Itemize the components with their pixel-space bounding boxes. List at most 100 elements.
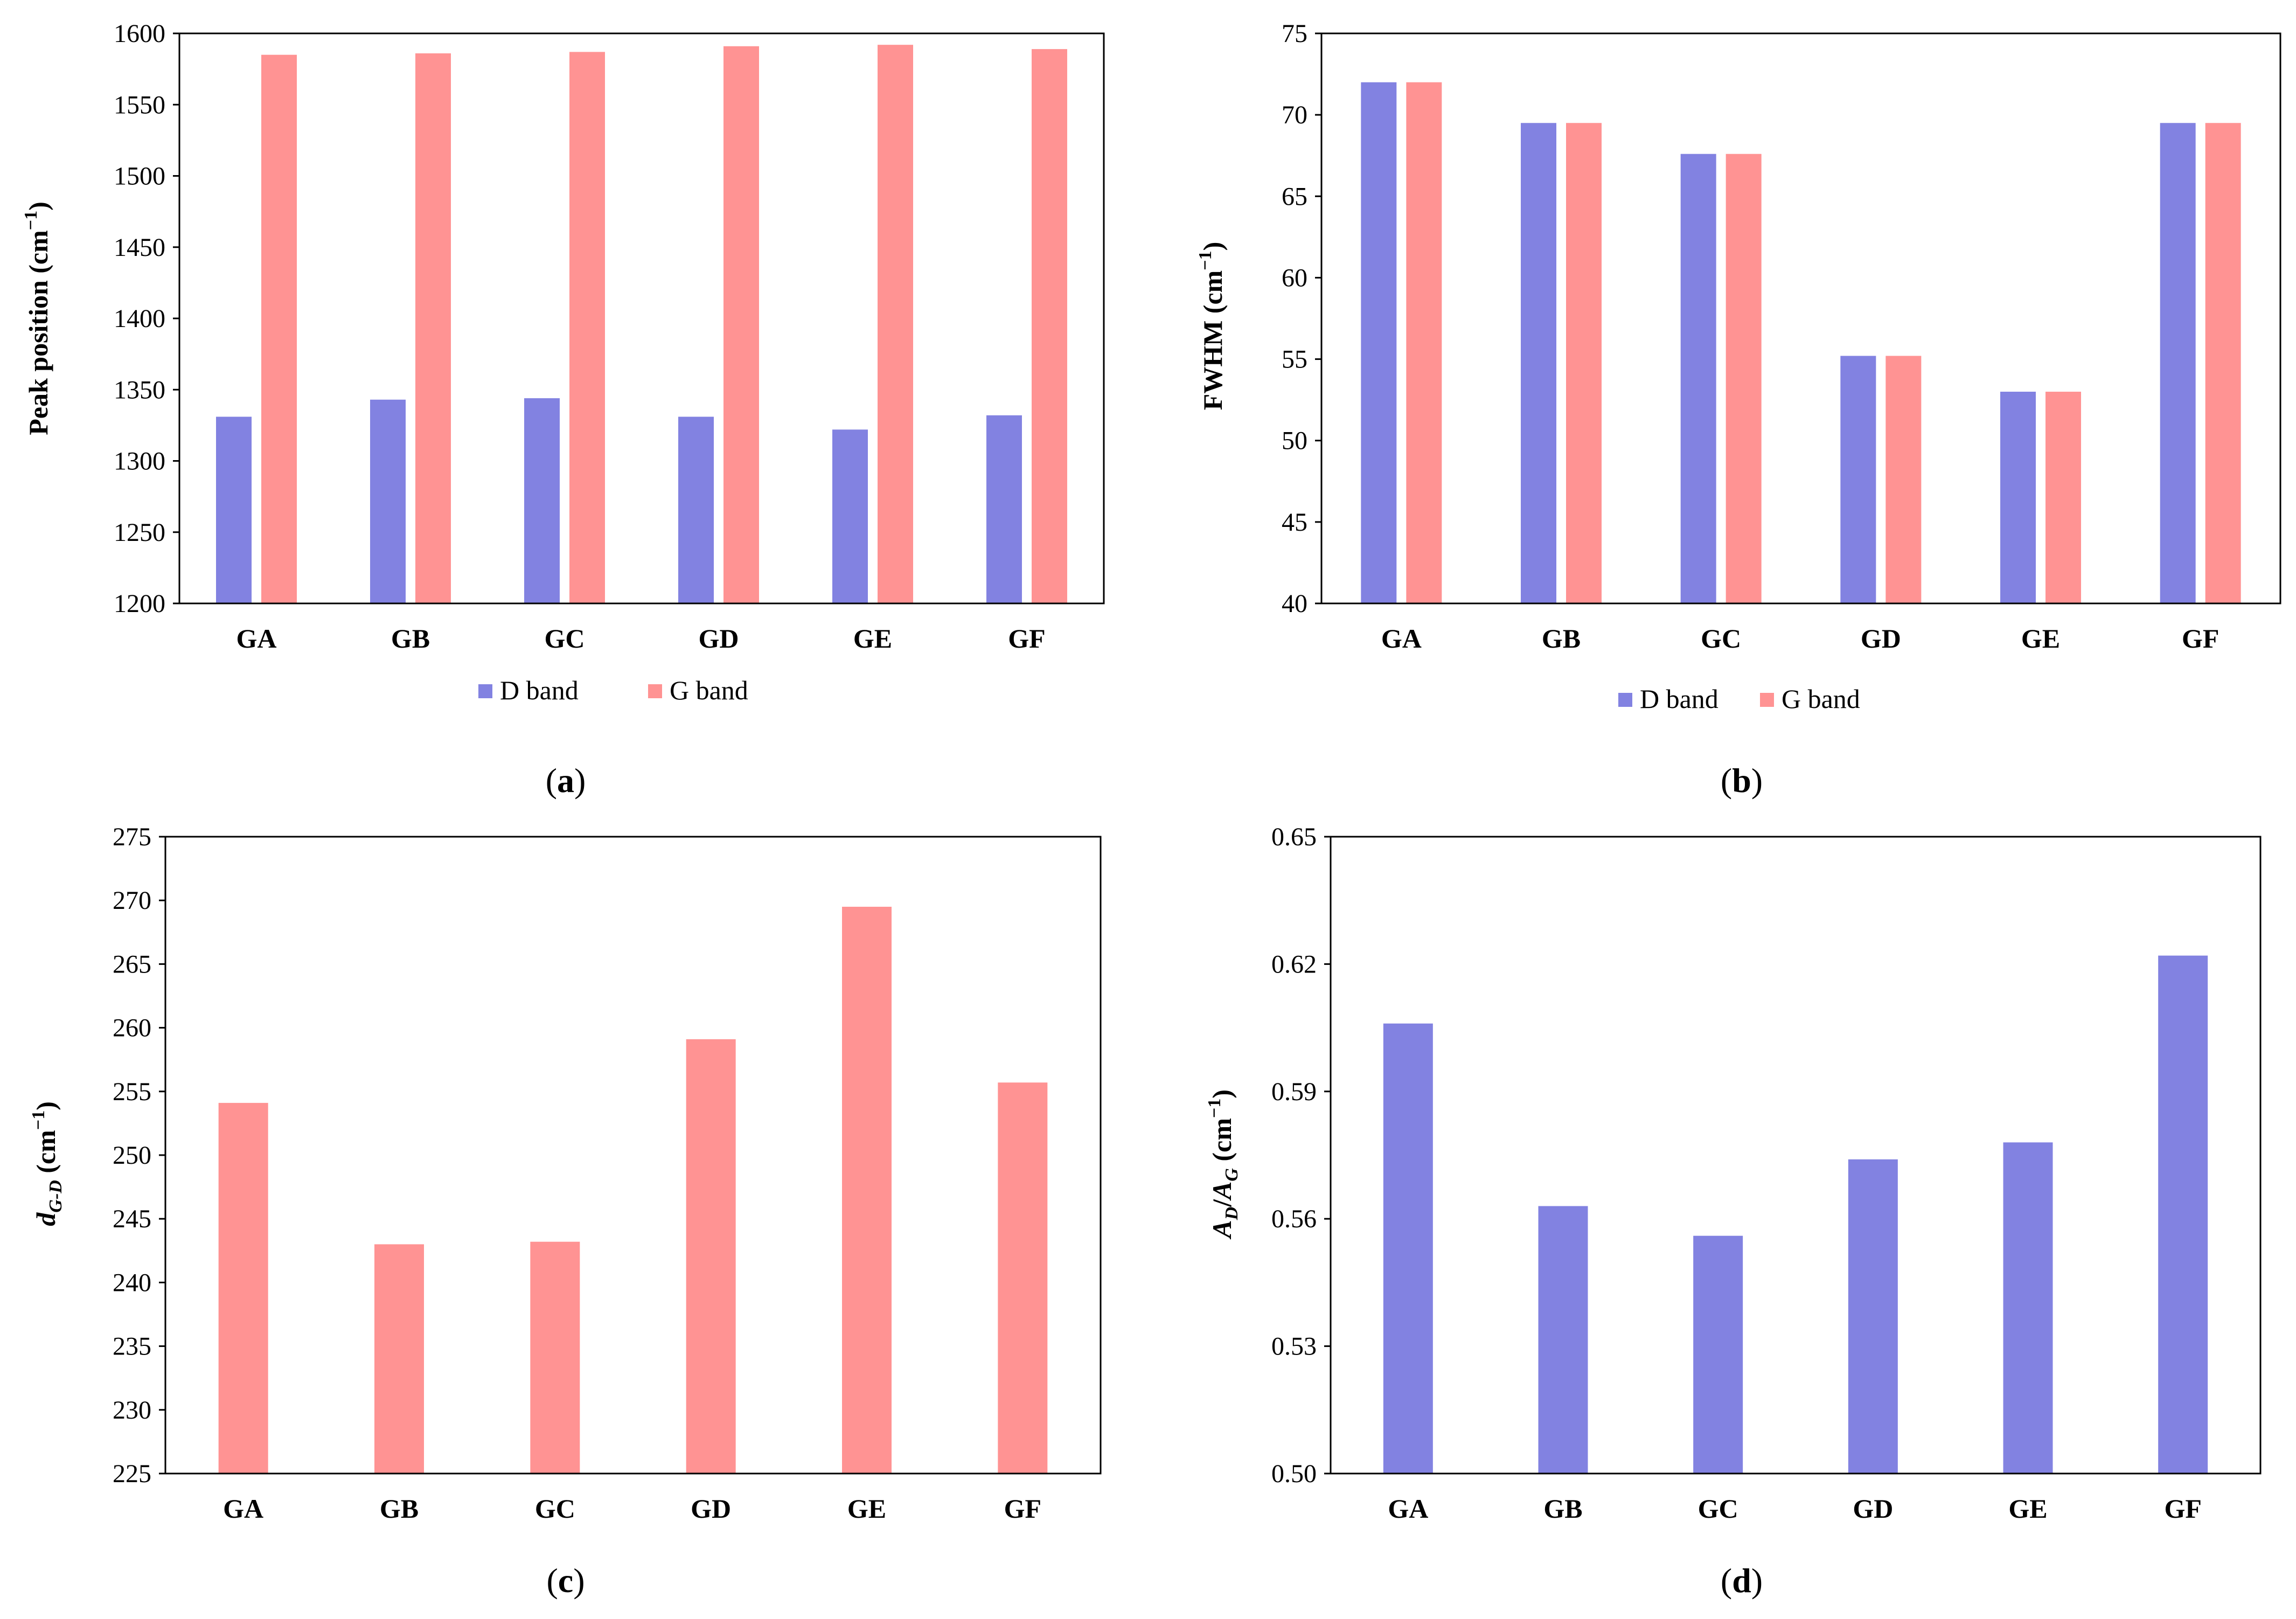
y-tick-label: 1200 bbox=[114, 589, 165, 618]
bar-d-band-ge bbox=[832, 429, 868, 603]
panel-c-bars bbox=[218, 907, 1048, 1474]
y-tick-label: 0.65 bbox=[1271, 823, 1317, 851]
y-tick-label: 1350 bbox=[114, 376, 165, 404]
bar-series-gb bbox=[374, 1244, 424, 1474]
panel-c-x-ticks: GA GB GC GD GE GF bbox=[223, 1493, 1041, 1524]
x-tick-label: GC bbox=[1701, 623, 1741, 654]
bar-d-band-ge bbox=[2000, 392, 2036, 603]
x-tick-label: GC bbox=[1698, 1493, 1738, 1524]
y-tick-label: 230 bbox=[113, 1396, 151, 1425]
y-tick-label: 275 bbox=[113, 823, 151, 851]
bar-series-gd bbox=[1848, 1159, 1898, 1474]
x-tick-label: GB bbox=[1543, 1493, 1582, 1524]
panel-a-y-ticks: 1200 1250 1300 1350 1400 1450 1500 1550 1600 bbox=[114, 19, 179, 618]
bar-d-band-gc bbox=[1680, 154, 1716, 604]
panel-d-bars bbox=[1383, 955, 2208, 1474]
panel-b-bars bbox=[1361, 82, 2241, 604]
y-tick-label: 0.50 bbox=[1271, 1460, 1317, 1488]
bar-d-band-gb bbox=[370, 399, 406, 603]
bar-series-gd bbox=[686, 1039, 736, 1474]
bar-series-gc bbox=[1693, 1235, 1743, 1474]
panel-a-y-axis-label: Peak position (cm−1) bbox=[21, 201, 53, 435]
y-tick-label: 70 bbox=[1282, 101, 1307, 129]
x-tick-label: GB bbox=[1542, 623, 1581, 654]
legend-g-band-swatch bbox=[1760, 693, 1774, 707]
bar-d-band-ga bbox=[216, 416, 252, 603]
x-tick-label: GD bbox=[691, 1493, 731, 1524]
y-tick-label: 50 bbox=[1282, 427, 1307, 455]
y-tick-label: 0.56 bbox=[1271, 1205, 1317, 1233]
y-tick-label: 250 bbox=[113, 1141, 151, 1170]
panel-d-x-ticks: GA GB GC GD GE GF bbox=[1388, 1493, 2202, 1524]
y-tick-label: 75 bbox=[1282, 19, 1307, 48]
legend-d-band-label: D band bbox=[1640, 684, 1718, 714]
panel-d-y-axis-label: AD/AG (cm−1) bbox=[1205, 1089, 1242, 1240]
y-tick-label: 0.59 bbox=[1271, 1078, 1317, 1106]
bar-g-band-ga bbox=[261, 54, 297, 604]
bar-series-gb bbox=[1538, 1206, 1588, 1474]
y-tick-label: 0.53 bbox=[1271, 1332, 1317, 1361]
bar-g-band-gc bbox=[1726, 154, 1762, 604]
panel-b-y-axis-label: FWHM (cm−1) bbox=[1195, 242, 1228, 411]
panel-a-legend: D band G band bbox=[478, 675, 748, 705]
legend-g-band-label: G band bbox=[1782, 684, 1860, 714]
y-tick-label: 235 bbox=[113, 1332, 151, 1361]
bar-d-band-gd bbox=[1840, 356, 1876, 603]
bar-g-band-gb bbox=[1566, 123, 1602, 603]
x-tick-label: GF bbox=[2182, 623, 2219, 654]
x-tick-label: GA bbox=[236, 623, 277, 654]
bar-series-gf bbox=[998, 1082, 1048, 1474]
x-tick-label: GA bbox=[1388, 1493, 1428, 1524]
bar-g-band-ga bbox=[1406, 82, 1442, 603]
bar-d-band-gf bbox=[986, 415, 1022, 603]
legend-g-band-label: G band bbox=[670, 675, 748, 705]
bar-g-band-gf bbox=[2205, 123, 2241, 603]
bar-d-band-gd bbox=[678, 416, 714, 603]
panel-a-plot-frame bbox=[178, 32, 1105, 604]
bar-series-ga bbox=[1383, 1023, 1433, 1474]
panel-c-d-spacing: 225 230 235 240 245 250 255 260 265 270 275 GA GB GC… bbox=[29, 823, 1102, 1600]
panel-c-caption: (c) bbox=[546, 1561, 585, 1600]
panel-d-caption: (d) bbox=[1721, 1561, 1763, 1600]
panel-b-x-ticks: GA GB GC GD GE GF bbox=[1381, 623, 2220, 654]
bar-series-ge bbox=[2003, 1142, 2053, 1474]
x-tick-label: GF bbox=[2164, 1493, 2201, 1524]
panel-c-y-axis-label: dG-D (cm−1) bbox=[29, 1101, 66, 1226]
y-tick-label: 260 bbox=[113, 1014, 151, 1043]
x-tick-label: GE bbox=[2008, 1493, 2047, 1524]
bar-series-gf bbox=[2158, 955, 2208, 1474]
y-tick-label: 60 bbox=[1282, 263, 1307, 292]
x-tick-label: GE bbox=[847, 1493, 886, 1524]
y-tick-label: 255 bbox=[113, 1078, 151, 1106]
bar-d-band-gf bbox=[2160, 123, 2196, 603]
panel-c-y-ticks: 225 230 235 240 245 250 255 260 265 270 275 bbox=[113, 823, 165, 1488]
x-tick-label: GB bbox=[391, 623, 430, 654]
x-tick-label: GF bbox=[1008, 623, 1045, 654]
bar-g-band-gb bbox=[415, 53, 451, 603]
x-tick-label: GA bbox=[223, 1493, 263, 1524]
y-tick-label: 1400 bbox=[114, 304, 165, 333]
panel-b-y-ticks: 40 45 50 55 60 65 70 75 bbox=[1282, 19, 1321, 618]
bar-series-ge bbox=[842, 907, 892, 1474]
y-tick-label: 270 bbox=[113, 886, 151, 915]
y-tick-label: 1300 bbox=[114, 447, 165, 476]
bar-g-band-gd bbox=[1885, 356, 1922, 603]
legend-g-band-swatch bbox=[648, 684, 662, 698]
bar-g-band-ge bbox=[2045, 392, 2081, 603]
bar-d-band-ga bbox=[1361, 82, 1397, 603]
panel-a-x-ticks: GA GB GC GD GE GF bbox=[236, 623, 1046, 654]
y-tick-label: 1450 bbox=[114, 233, 165, 262]
panel-b-legend: D band G band bbox=[1618, 684, 1860, 714]
panel-d-area-ratio: 0.50 0.53 0.56 0.59 0.62 0.65 GA GB GC GD GE GF AD… bbox=[1205, 823, 2262, 1600]
y-tick-label: 245 bbox=[113, 1205, 151, 1233]
y-tick-label: 1550 bbox=[114, 91, 165, 119]
y-tick-label: 240 bbox=[113, 1268, 151, 1297]
x-tick-label: GA bbox=[1381, 623, 1422, 654]
legend-d-band-swatch bbox=[478, 684, 492, 698]
panel-b-fwhm: 40 45 50 55 60 65 70 75 GA GB GC GD GE GF FWHM (cm−1… bbox=[1195, 19, 2281, 800]
y-tick-label: 1250 bbox=[114, 518, 165, 547]
y-tick-label: 1600 bbox=[114, 19, 165, 48]
bar-series-gc bbox=[530, 1241, 580, 1474]
bar-d-band-gc bbox=[524, 398, 560, 603]
